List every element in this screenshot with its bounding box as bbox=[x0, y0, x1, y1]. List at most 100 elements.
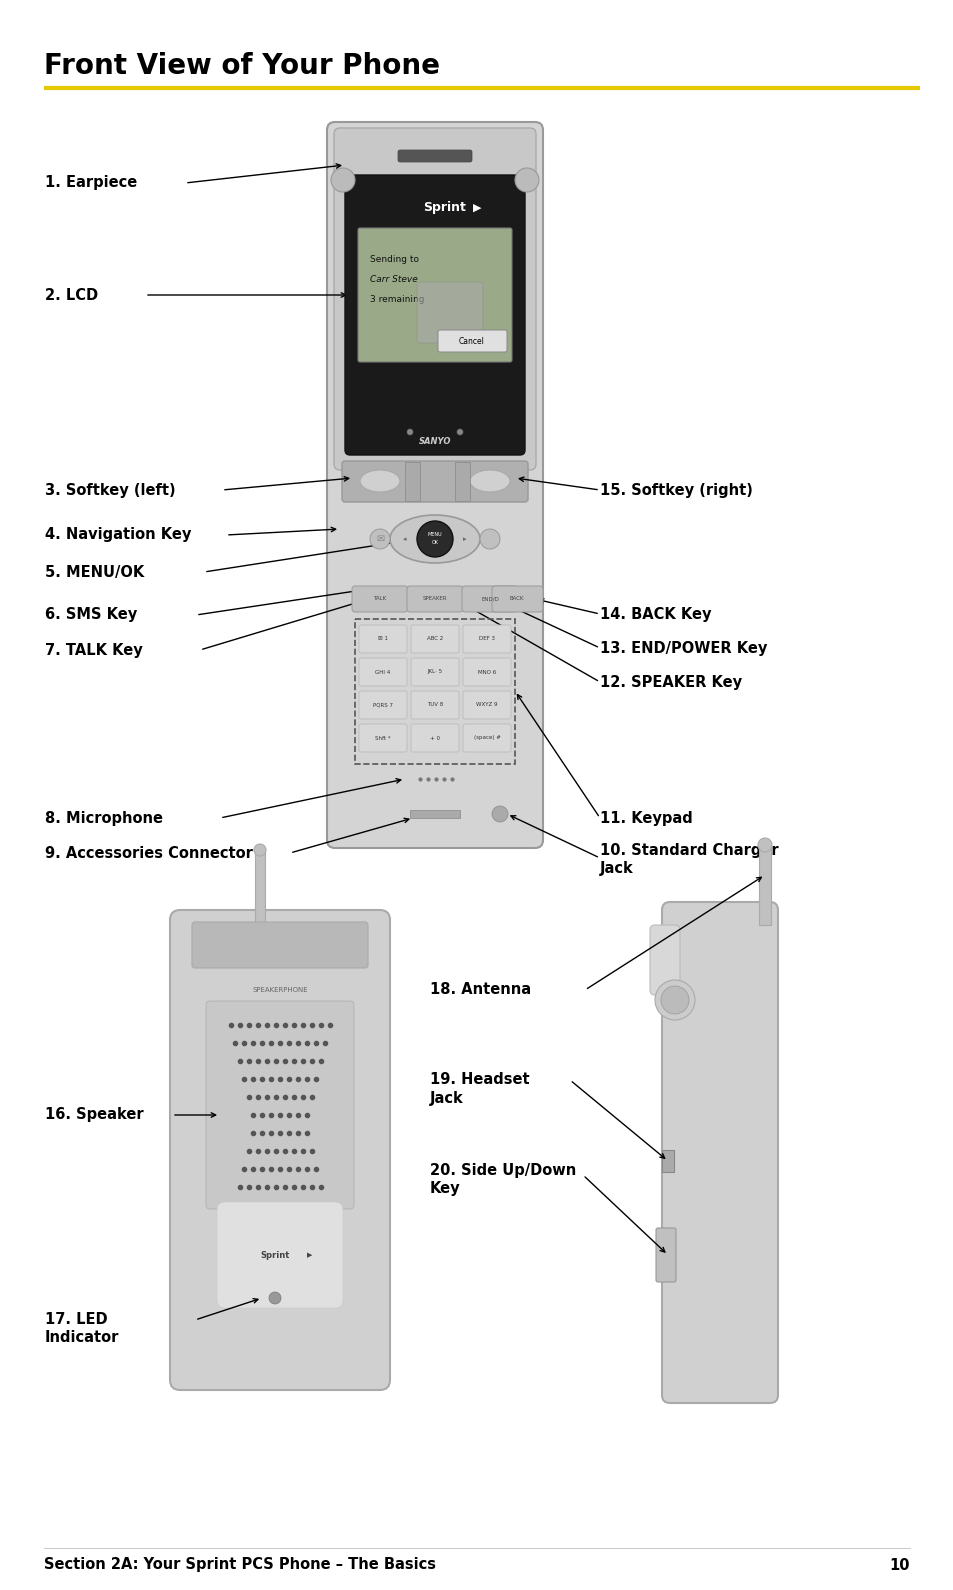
FancyBboxPatch shape bbox=[357, 227, 512, 363]
Text: 9. Accessories Connector: 9. Accessories Connector bbox=[45, 846, 253, 860]
Text: 7. TALK Key: 7. TALK Key bbox=[45, 642, 143, 658]
FancyBboxPatch shape bbox=[206, 1002, 354, 1208]
FancyBboxPatch shape bbox=[334, 129, 536, 471]
Text: ▸: ▸ bbox=[463, 536, 466, 542]
Bar bbox=[405, 463, 419, 501]
FancyBboxPatch shape bbox=[411, 658, 458, 685]
Text: 1. Earpiece: 1. Earpiece bbox=[45, 175, 137, 191]
Text: ▶: ▶ bbox=[473, 204, 480, 213]
FancyBboxPatch shape bbox=[661, 902, 778, 1402]
Text: 11. Keypad: 11. Keypad bbox=[599, 811, 692, 825]
FancyBboxPatch shape bbox=[216, 1202, 343, 1309]
Circle shape bbox=[758, 838, 771, 852]
Text: 2. LCD: 2. LCD bbox=[45, 288, 98, 302]
FancyBboxPatch shape bbox=[492, 587, 542, 612]
Text: 8. Microphone: 8. Microphone bbox=[45, 811, 163, 825]
FancyBboxPatch shape bbox=[358, 625, 407, 653]
Text: Sending to: Sending to bbox=[370, 254, 418, 264]
FancyBboxPatch shape bbox=[461, 587, 517, 612]
Text: 19. Headset: 19. Headset bbox=[430, 1073, 529, 1088]
Text: 20. Side Up/Down: 20. Side Up/Down bbox=[430, 1162, 576, 1178]
FancyBboxPatch shape bbox=[437, 331, 506, 351]
FancyBboxPatch shape bbox=[352, 587, 408, 612]
Circle shape bbox=[269, 1293, 281, 1304]
Text: PQRS 7: PQRS 7 bbox=[373, 703, 393, 708]
FancyBboxPatch shape bbox=[358, 723, 407, 752]
FancyBboxPatch shape bbox=[462, 625, 511, 653]
Bar bbox=[759, 844, 770, 925]
Text: BACK: BACK bbox=[509, 596, 524, 601]
Text: 4. Navigation Key: 4. Navigation Key bbox=[45, 528, 192, 542]
Text: JKL· 5: JKL· 5 bbox=[427, 669, 442, 674]
FancyBboxPatch shape bbox=[462, 658, 511, 685]
Text: Front View of Your Phone: Front View of Your Phone bbox=[44, 52, 439, 80]
Text: 12. SPEAKER Key: 12. SPEAKER Key bbox=[599, 674, 741, 690]
Circle shape bbox=[492, 806, 507, 822]
Text: END/D: END/D bbox=[480, 596, 498, 601]
Text: 18. Antenna: 18. Antenna bbox=[430, 983, 531, 997]
FancyBboxPatch shape bbox=[170, 909, 390, 1390]
Text: 13. END/POWER Key: 13. END/POWER Key bbox=[599, 641, 766, 655]
Text: ◂: ◂ bbox=[403, 536, 406, 542]
Circle shape bbox=[253, 844, 266, 855]
Text: 14. BACK Key: 14. BACK Key bbox=[599, 606, 711, 622]
Text: Cancel: Cancel bbox=[458, 337, 484, 345]
Text: GHI 4: GHI 4 bbox=[375, 669, 390, 674]
Text: 3. Softkey (left): 3. Softkey (left) bbox=[45, 482, 175, 498]
Text: Jack: Jack bbox=[430, 1091, 463, 1105]
Circle shape bbox=[331, 169, 355, 192]
Text: 17. LED: 17. LED bbox=[45, 1312, 108, 1328]
Text: Shft *: Shft * bbox=[375, 736, 391, 741]
FancyBboxPatch shape bbox=[656, 1227, 676, 1282]
Circle shape bbox=[370, 529, 390, 549]
Text: 3 remaining: 3 remaining bbox=[370, 296, 424, 304]
FancyBboxPatch shape bbox=[327, 122, 542, 847]
Circle shape bbox=[407, 429, 413, 436]
FancyBboxPatch shape bbox=[407, 587, 462, 612]
Text: 5. MENU/OK: 5. MENU/OK bbox=[45, 564, 144, 579]
Circle shape bbox=[660, 986, 688, 1014]
Text: ▴: ▴ bbox=[433, 522, 436, 526]
FancyBboxPatch shape bbox=[358, 658, 407, 685]
Text: Sprint: Sprint bbox=[260, 1250, 290, 1259]
Text: + 0: + 0 bbox=[430, 736, 439, 741]
Text: MENU: MENU bbox=[427, 533, 442, 537]
Text: DEF 3: DEF 3 bbox=[478, 636, 495, 641]
Text: Sprint: Sprint bbox=[423, 202, 466, 215]
Text: SANYO: SANYO bbox=[418, 437, 451, 447]
Circle shape bbox=[655, 979, 695, 1021]
Text: MNO 6: MNO 6 bbox=[477, 669, 496, 674]
Text: 10: 10 bbox=[888, 1558, 909, 1573]
FancyBboxPatch shape bbox=[649, 925, 679, 995]
Bar bbox=[254, 851, 265, 930]
Text: Jack: Jack bbox=[599, 860, 633, 876]
FancyBboxPatch shape bbox=[462, 723, 511, 752]
FancyBboxPatch shape bbox=[411, 723, 458, 752]
FancyBboxPatch shape bbox=[411, 692, 458, 719]
Text: SPEAKERPHONE: SPEAKERPHONE bbox=[252, 987, 308, 994]
Text: ✉: ✉ bbox=[375, 534, 384, 544]
Text: OK: OK bbox=[431, 541, 438, 545]
Ellipse shape bbox=[359, 471, 399, 491]
Ellipse shape bbox=[390, 515, 479, 563]
Text: ✉ 1: ✉ 1 bbox=[377, 636, 388, 641]
Circle shape bbox=[479, 529, 499, 549]
Bar bbox=[455, 463, 470, 501]
Circle shape bbox=[515, 169, 538, 192]
Text: 6. SMS Key: 6. SMS Key bbox=[45, 607, 137, 623]
Text: 10. Standard Charger: 10. Standard Charger bbox=[599, 843, 778, 857]
Text: 15. Softkey (right): 15. Softkey (right) bbox=[599, 482, 752, 498]
FancyBboxPatch shape bbox=[397, 149, 472, 162]
Text: ABC 2: ABC 2 bbox=[426, 636, 442, 641]
Text: Section 2A: Your Sprint PCS Phone – The Basics: Section 2A: Your Sprint PCS Phone – The … bbox=[44, 1558, 436, 1573]
Text: ▾: ▾ bbox=[433, 552, 436, 556]
Text: SPEAKER: SPEAKER bbox=[422, 596, 447, 601]
Circle shape bbox=[416, 522, 453, 556]
FancyBboxPatch shape bbox=[411, 625, 458, 653]
Text: (space) #: (space) # bbox=[473, 736, 500, 741]
Text: 16. Speaker: 16. Speaker bbox=[45, 1108, 144, 1123]
Text: TALK: TALK bbox=[373, 596, 386, 601]
Text: Indicator: Indicator bbox=[45, 1331, 119, 1345]
Bar bbox=[661, 1150, 673, 1172]
FancyBboxPatch shape bbox=[462, 692, 511, 719]
